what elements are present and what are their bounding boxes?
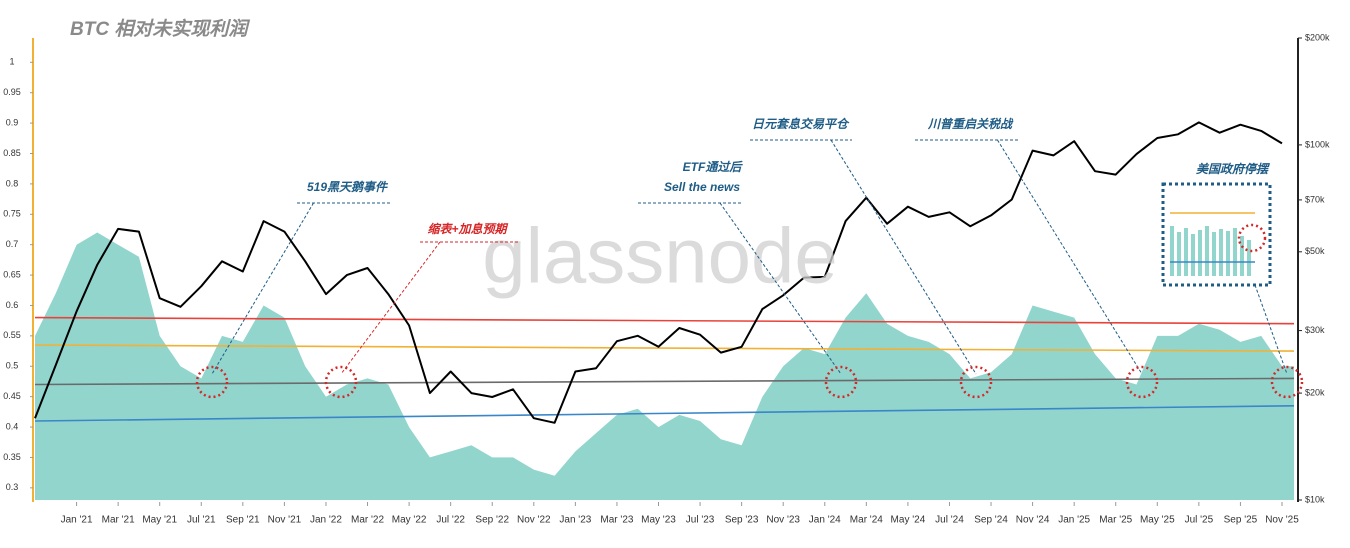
y-tick-label: 0.6 — [6, 300, 19, 310]
x-tick-label: May '22 — [392, 515, 427, 526]
highlight-circle — [324, 365, 358, 399]
y2-tick-label: $50k — [1305, 246, 1325, 256]
x-tick-label: Jul '21 — [187, 515, 216, 526]
connector — [997, 139, 1143, 375]
y2-tick-label: $20k — [1305, 387, 1325, 397]
y2-tick-label: $70k — [1305, 194, 1325, 204]
y-tick-label: 0.5 — [6, 361, 19, 371]
x-tick-label: Sep '21 — [226, 515, 260, 526]
band-line — [34, 344, 1295, 352]
x-tick-label: Mar '22 — [351, 515, 384, 526]
annotation: 519黑天鹅事件 — [307, 180, 389, 194]
highlight-circle — [824, 365, 858, 399]
y-tick-label: 0.95 — [3, 87, 21, 97]
plot: 0.3 0.35 0.4 0.45 0.5 0.55 0.6 0.65 0.7 0.75 0.8 0.… — [3, 32, 1330, 525]
y2-tick-label: $30k — [1305, 325, 1325, 335]
x-tick-label: Mar '21 — [102, 515, 135, 526]
y-tick-label: 0.35 — [3, 452, 21, 462]
x-tick-label: May '25 — [1140, 515, 1175, 526]
annotation: Sell the news — [664, 180, 740, 194]
y2-tick-label: $100k — [1305, 139, 1330, 149]
band-line — [34, 316, 1295, 325]
x-tick-label: Jan '25 — [1058, 515, 1090, 526]
y-tick-label: 0.7 — [6, 239, 19, 249]
annotation: 日元套息交易平仓 — [752, 117, 850, 131]
inset-highlight — [1237, 223, 1267, 253]
x-tick-label: Sep '25 — [1224, 515, 1258, 526]
annotation: 美国政府停摆 — [1196, 162, 1270, 176]
annotation: 川普重启关税战 — [927, 117, 1014, 131]
x-tick-label: Nov '22 — [517, 515, 551, 526]
x-tick-label: Nov '23 — [766, 515, 800, 526]
band-line — [34, 405, 1295, 422]
y2-tick-label: $10k — [1305, 494, 1325, 504]
y-tick-label: 0.55 — [3, 330, 21, 340]
x-tick-label: Sep '23 — [725, 515, 759, 526]
connector — [1254, 284, 1288, 375]
connector — [830, 139, 977, 375]
inset-bars — [1170, 226, 1251, 276]
chart-title: BTC 相对未实现利润 — [70, 18, 250, 40]
x-tick-label: Sep '24 — [974, 515, 1008, 526]
y-tick-label: 0.4 — [6, 421, 19, 431]
y-tick-label: 0.8 — [6, 178, 19, 188]
connector — [211, 202, 314, 375]
highlight-circle — [1270, 365, 1304, 399]
profit-area — [35, 232, 1294, 500]
x-tick-label: Jan '23 — [559, 515, 591, 526]
price-line — [34, 121, 1283, 424]
highlight-circle — [195, 365, 229, 399]
annotation: 缩表+加息预期 — [427, 222, 508, 236]
annotation: ETF通过后 — [683, 160, 744, 174]
y-tick-label: 1 — [9, 57, 14, 67]
x-tick-label: Jul '25 — [1185, 515, 1214, 526]
x-tick-label: Nov '25 — [1265, 515, 1299, 526]
x-tick-label: Jul '24 — [935, 515, 964, 526]
x-tick-label: Jul '22 — [436, 515, 465, 526]
x-tick-label: Nov '24 — [1016, 515, 1050, 526]
connector — [340, 241, 441, 375]
y2-tick-label: $200k — [1305, 32, 1330, 42]
y-tick-label: 0.65 — [3, 269, 21, 279]
y-tick-label: 0.75 — [3, 209, 21, 219]
x-tick-label: Jan '22 — [310, 515, 342, 526]
y-tick-label: 0.3 — [6, 482, 19, 492]
x-tick-label: Jul '23 — [686, 515, 715, 526]
x-tick-label: Mar '24 — [850, 515, 883, 526]
y-tick-label: 0.45 — [3, 391, 21, 401]
highlight-circle — [959, 365, 993, 399]
x-tick-label: Nov '21 — [268, 515, 302, 526]
band-line — [34, 377, 1295, 386]
y-tick-label: 0.9 — [6, 117, 19, 127]
x-tick-label: May '24 — [891, 515, 926, 526]
x-tick-label: Mar '23 — [600, 515, 633, 526]
watermark: glassnode — [482, 212, 838, 300]
x-tick-label: Jan '21 — [61, 515, 93, 526]
x-tick-label: Sep '22 — [475, 515, 509, 526]
x-tick-label: May '21 — [142, 515, 177, 526]
x-tick-label: May '23 — [641, 515, 676, 526]
highlight-circle — [1125, 365, 1159, 399]
y-tick-label: 0.85 — [3, 148, 21, 158]
x-tick-label: Mar '25 — [1099, 515, 1132, 526]
x-tick-label: Jan '24 — [809, 515, 841, 526]
